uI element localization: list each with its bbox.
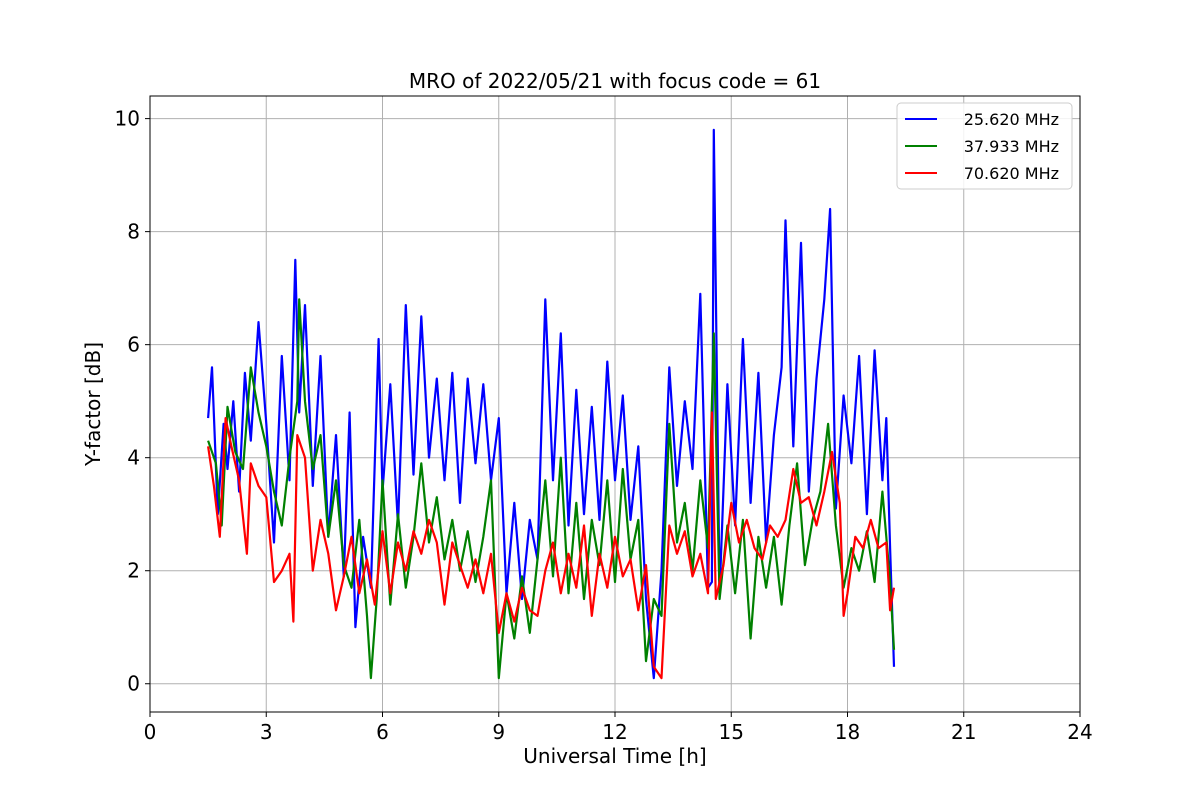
x-tick-label: 21 [951, 720, 976, 744]
x-tick-label: 12 [602, 720, 627, 744]
series-line-3 [207, 411, 896, 680]
legend-label: 25.620 MHz [964, 110, 1059, 129]
legend-box [896, 102, 1073, 190]
y-tick-label: 10 [115, 107, 140, 131]
series-line-2 [207, 298, 896, 680]
x-tick-label: 3 [260, 720, 273, 744]
x-tick-label: 6 [376, 720, 389, 744]
legend-label: 70.620 MHz [964, 164, 1059, 183]
y-axis-label: Y-factor [dB] [81, 342, 105, 467]
x-tick-label: 9 [492, 720, 505, 744]
y-tick-label: 8 [127, 220, 140, 244]
y-tick-label: 2 [127, 559, 140, 583]
y-tick-label: 6 [127, 333, 140, 357]
x-tick-label: 18 [835, 720, 860, 744]
x-tick-label: 15 [719, 720, 744, 744]
x-tick-label: 0 [144, 720, 157, 744]
x-axis: 0 3 6 9 12 15 18 21 24 [144, 712, 1093, 744]
legend-label: 37.933 MHz [964, 137, 1059, 156]
plot-series [207, 128, 896, 680]
chart-title: MRO of 2022/05/21 with focus code = 61 [409, 69, 821, 93]
x-axis-label: Universal Time [h] [523, 744, 706, 768]
y-tick-label: 0 [127, 672, 140, 696]
x-tick-label: 24 [1067, 720, 1092, 744]
y-tick-label: 4 [127, 446, 140, 470]
series-line-1 [207, 128, 896, 680]
y-axis: 0 2 4 6 8 10 [115, 107, 150, 696]
legend: 25.620 MHz 37.933 MHz 70.620 MHz [896, 102, 1073, 190]
